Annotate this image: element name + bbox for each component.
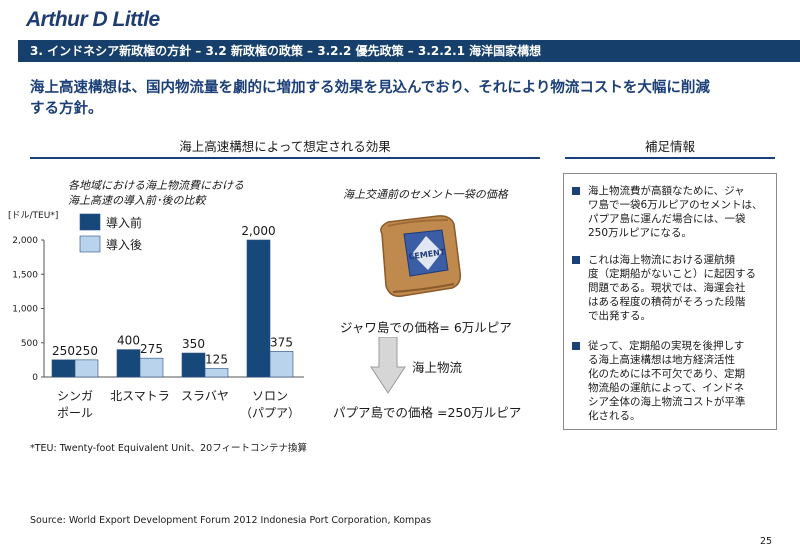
chart-caption-line-2: 海上高速の導入前･後の比較 xyxy=(68,194,206,207)
note-3-line: 化のためには不可欠であり、定期 xyxy=(588,368,745,380)
bar-value-label: 375 xyxy=(270,335,293,349)
x-category-label: （パプア） xyxy=(240,406,300,420)
note-3-line: シア全体の海上物流コストが平準 xyxy=(588,396,746,408)
x-category-label: ポール xyxy=(57,406,93,420)
note-2-line: これは海上物流における運航頻 xyxy=(588,254,735,266)
headline-line-2: する方針。 xyxy=(30,101,103,117)
y-tick-label: 1,500 xyxy=(12,270,38,280)
note-2-line: で出発する。 xyxy=(588,310,651,322)
note-1-line: 海上物流費が高額なために、ジャ xyxy=(588,185,745,197)
bar-value-label: 250 xyxy=(52,344,75,358)
note-2-line: はある程度の積荷がそろった段階 xyxy=(588,296,746,308)
y-tick-label: 1,000 xyxy=(12,305,38,315)
bullet-square-icon xyxy=(572,342,580,350)
breadcrumb: 3. インドネシア新政権の方針 – 3.2 新政権の政策 – 3.2.2 優先政… xyxy=(18,40,800,62)
bar-after xyxy=(139,357,164,378)
note-3-line: 従って、定期船の実現を後押しす xyxy=(588,340,745,352)
bar-before xyxy=(246,239,271,378)
legend-label: 導入前 xyxy=(106,215,142,230)
note-3-line: 物流船の運航によって、インドネ xyxy=(588,382,745,394)
x-category-label: シンガ xyxy=(57,389,93,403)
bar-value-label: 400 xyxy=(117,334,140,348)
legend-swatch xyxy=(79,235,101,253)
source-note: Source: World Export Development Forum 2… xyxy=(30,515,432,526)
papua-price: パプア島での価格 =250万ルピア xyxy=(333,405,522,420)
section-title-supplement: 補足情報 xyxy=(644,139,695,154)
page-number: 25 xyxy=(760,536,773,547)
y-tick-label: 0 xyxy=(32,373,38,383)
note-2-line: 度（定期船がないこと）に起因する xyxy=(588,268,756,280)
x-category-label: スラバヤ xyxy=(181,389,229,403)
java-price: ジャワ島での価格= 6万ルピア xyxy=(340,320,512,335)
note-item-3: 従って、定期船の実現を後押しす る海上高速構想は地方経済活性 化のためには不可欠… xyxy=(572,339,768,423)
bar-before xyxy=(51,359,76,378)
cement-bag-icon: CEMENT xyxy=(380,215,462,298)
x-category-label: 北スマトラ xyxy=(110,389,170,403)
cost-comparison-chart: [ドル/TEU*] 0 500 1,000 1,500 2,000 250 250 シンガポール… xyxy=(8,211,304,420)
section-divider-right xyxy=(565,157,775,159)
supplement-box: 海上物流費が高額なために、ジャ ワ島で一袋6万ルピアのセメントは、 パプア島に運… xyxy=(563,173,777,430)
legend-label: 導入後 xyxy=(106,238,142,252)
note-3-line: 化される。 xyxy=(588,410,641,422)
note-item-2: これは海上物流における運航頻 度（定期船がないこと）に起因する 問題である。現状… xyxy=(572,253,768,323)
note-1-line: 250万ルピアになる。 xyxy=(588,227,693,239)
bar-after xyxy=(204,368,229,378)
bar-before xyxy=(116,349,141,378)
section-title-effects: 海上高速構想によって想定される効果 xyxy=(179,139,391,154)
note-2-line: 問題である。現状では、海運会社 xyxy=(588,282,746,294)
bar-value-label: 350 xyxy=(182,337,205,351)
bullet-square-icon xyxy=(572,256,580,264)
note-1-line: ワ島で一袋6万ルピアのセメントは、 xyxy=(588,199,763,211)
bar-after xyxy=(269,351,294,378)
chart-caption-line-1: 各地域における海上物流費における xyxy=(68,179,244,192)
maritime-logistics-label: 海上物流 xyxy=(412,360,463,375)
note-1-line: パプア島に運んだ場合には、一袋 xyxy=(588,213,746,225)
section-divider-left xyxy=(30,157,540,159)
footnote: *TEU: Twenty-foot Equivalent Unit、20フィート… xyxy=(30,443,308,454)
page-headline: 海上高速構想は、国内物流量を劇的に増加する効果を見込んでおり、それにより物流コス… xyxy=(30,78,780,120)
y-tick-label: 500 xyxy=(21,339,38,349)
bullet-square-icon xyxy=(572,187,580,195)
bar-value-label: 250 xyxy=(75,344,98,358)
note-3-line: る海上高速構想は地方経済活性 xyxy=(588,354,735,366)
company-logo: Arthur D Little xyxy=(26,8,160,31)
note-item-1: 海上物流費が高額なために、ジャ ワ島で一袋6万ルピアのセメントは、 パプア島に運… xyxy=(572,184,768,240)
bar-value-label: 125 xyxy=(205,352,228,366)
bar-value-label: 275 xyxy=(140,342,163,356)
y-tick-label: 2,000 xyxy=(12,236,38,246)
bar-value-label: 2,000 xyxy=(241,224,275,238)
down-arrow-icon xyxy=(370,337,406,394)
x-category-label: ソロン xyxy=(252,389,288,403)
legend-swatch xyxy=(79,213,101,231)
y-axis-unit-label: [ドル/TEU*] xyxy=(8,211,58,221)
bar-before xyxy=(181,352,206,378)
cement-caption: 海上交通前のセメント一袋の価格 xyxy=(343,188,508,201)
headline-line-1: 海上高速構想は、国内物流量を劇的に増加する効果を見込んでおり、それにより物流コス… xyxy=(30,80,710,96)
chart-caption: 各地域における海上物流費における 海上高速の導入前･後の比較 xyxy=(68,178,308,208)
bar-after xyxy=(74,359,99,378)
